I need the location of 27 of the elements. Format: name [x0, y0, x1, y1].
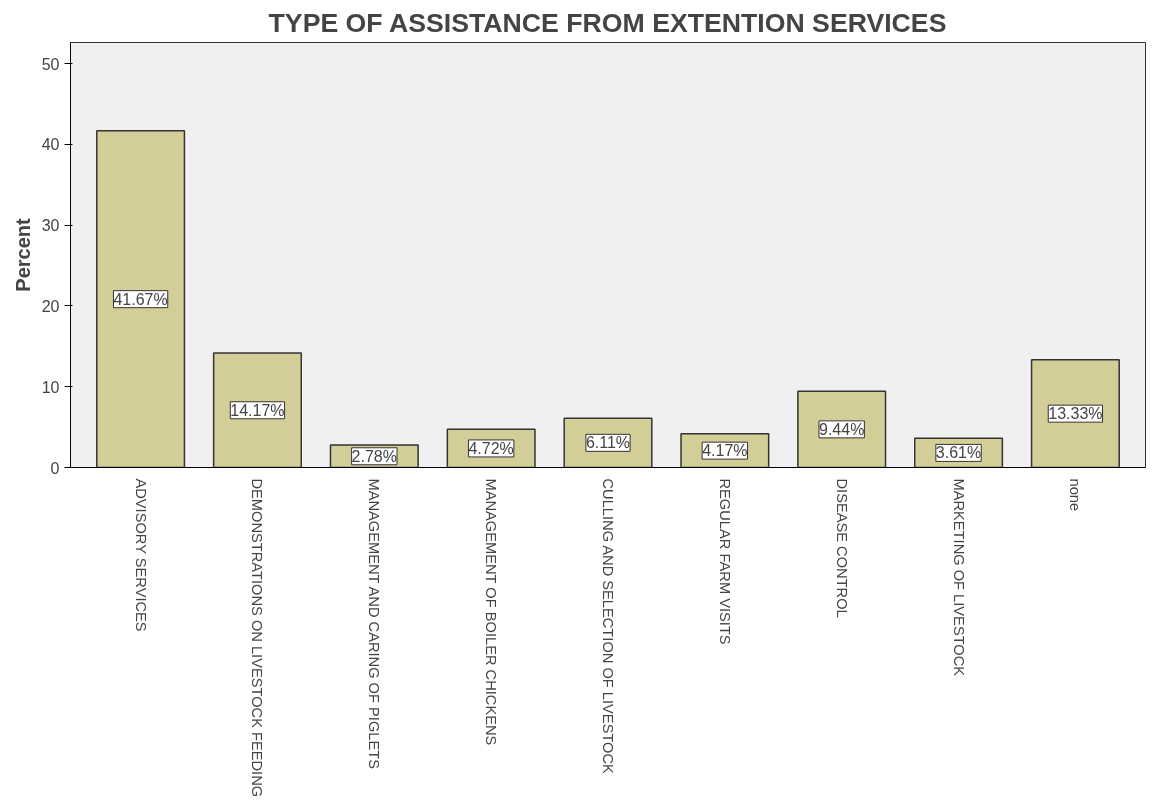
- x-tick-label: DEMONSTRATIONS ON LIVESTOCK FEEDING: [249, 478, 266, 798]
- chart-title: TYPE OF ASSISTANCE FROM EXTENTION SERVICES: [268, 7, 947, 38]
- x-tick-label: DISEASE CONTROL: [833, 478, 850, 618]
- data-label: 9.44%: [819, 420, 865, 438]
- x-tick-label: ADVISORY SERVICES: [132, 478, 149, 632]
- y-axis-title: Percent: [11, 217, 34, 292]
- x-tick-label: MARKETING OF LIVESTOCK: [950, 478, 967, 677]
- data-label: 14.17%: [230, 401, 285, 419]
- y-tick-label: 10: [41, 378, 60, 396]
- y-tick-label: 20: [41, 297, 60, 315]
- bar: [212, 352, 303, 468]
- data-label: 13.33%: [1048, 405, 1103, 423]
- bar: [96, 130, 186, 468]
- x-tick-label: none: [1067, 478, 1084, 512]
- data-label: 41.67%: [113, 290, 168, 308]
- data-label: 6.11%: [585, 434, 631, 452]
- y-tick-label: 0: [50, 459, 60, 477]
- y-tick-label: 30: [41, 217, 60, 235]
- x-tick-label: CULLING AND SELECTION OF LIVESTOCK: [600, 478, 616, 775]
- bar: [1030, 359, 1120, 468]
- y-tick-label: 40: [41, 136, 60, 154]
- x-tick-label: REGULAR FARM VISITS: [716, 478, 733, 645]
- x-tick-label: MANAGEMENT AND CARING OF PIGLETS: [366, 478, 383, 770]
- x-tick-label: MANAGEMENT OF BOILER CHICKENS: [483, 478, 500, 746]
- data-label: 3.61%: [935, 444, 982, 462]
- y-tick-label: 50: [41, 55, 60, 73]
- data-label: 4.72%: [468, 439, 514, 457]
